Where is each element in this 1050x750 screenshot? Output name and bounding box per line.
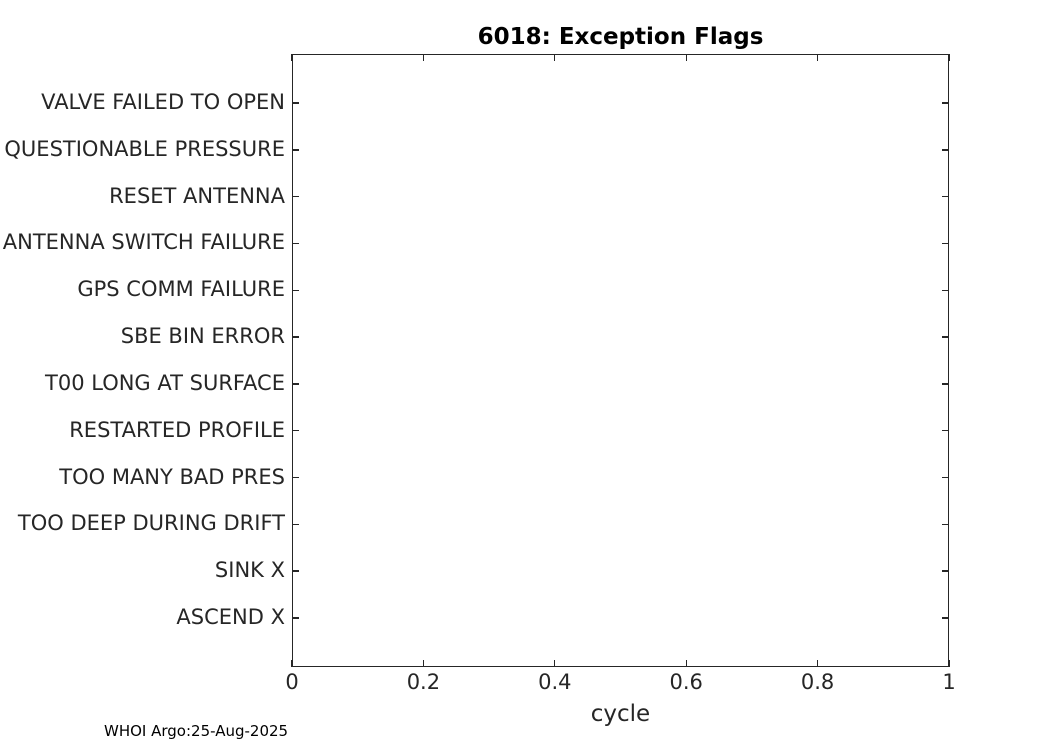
y-tick-mark-left bbox=[292, 570, 299, 572]
y-tick-mark-left bbox=[292, 242, 299, 245]
y-tick-mark-right bbox=[942, 617, 949, 619]
y-tick-label: T00 LONG AT SURFACE bbox=[45, 370, 285, 395]
x-tick-mark-top bbox=[948, 54, 950, 61]
y-tick-label: RESTARTED PROFILE bbox=[69, 417, 285, 442]
y-tick-mark-right bbox=[942, 149, 949, 151]
y-tick-label: RESET ANTENNA bbox=[109, 183, 285, 208]
y-tick-mark-right bbox=[942, 336, 949, 338]
y-tick-mark-right bbox=[942, 289, 949, 291]
x-tick-label: 0.8 bbox=[800, 670, 835, 694]
y-tick-mark-right bbox=[942, 195, 949, 198]
x-tick-mark-bottom bbox=[816, 660, 819, 667]
x-tick-mark-bottom bbox=[554, 660, 556, 667]
y-tick-mark-left bbox=[292, 336, 299, 338]
y-tick-label: SBE BIN ERROR bbox=[120, 324, 285, 349]
y-tick-mark-left bbox=[292, 102, 299, 104]
y-tick-label: QUESTIONABLE PRESSURE bbox=[4, 136, 285, 161]
plot-area bbox=[292, 54, 949, 667]
y-tick-mark-right bbox=[942, 430, 949, 432]
x-tick-mark-top bbox=[554, 54, 556, 61]
y-tick-label: SINK X bbox=[214, 558, 285, 583]
x-tick-mark-bottom bbox=[422, 660, 425, 667]
y-tick-mark-left bbox=[292, 149, 299, 151]
y-tick-mark-right bbox=[942, 523, 949, 526]
x-tick-label: 0.6 bbox=[669, 670, 703, 694]
y-tick-mark-left bbox=[292, 476, 299, 479]
y-tick-mark-left bbox=[292, 195, 299, 198]
footer-credit: WHOI Argo:25-Aug-2025 bbox=[104, 722, 289, 740]
y-tick-label: TOO MANY BAD PRES bbox=[59, 464, 285, 489]
y-tick-label: GPS COMM FAILURE bbox=[77, 277, 285, 302]
x-axis-label: cycle bbox=[590, 701, 651, 727]
x-tick-mark-top bbox=[422, 54, 425, 61]
x-tick-label: 1 bbox=[942, 670, 956, 694]
x-tick-label: 0 bbox=[285, 670, 299, 694]
x-tick-label: 0.2 bbox=[406, 670, 441, 694]
y-tick-mark-right bbox=[942, 570, 949, 572]
x-tick-mark-top bbox=[291, 54, 293, 61]
y-tick-mark-right bbox=[942, 242, 949, 245]
y-tick-mark-left bbox=[292, 289, 299, 291]
y-tick-mark-left bbox=[292, 383, 299, 385]
x-tick-mark-top bbox=[816, 54, 819, 61]
y-tick-label: ASCEND X bbox=[176, 604, 285, 629]
y-tick-mark-left bbox=[292, 617, 299, 619]
chart-title: 6018: Exception Flags bbox=[477, 24, 764, 50]
x-tick-mark-bottom bbox=[685, 660, 687, 667]
y-tick-mark-right bbox=[942, 383, 949, 385]
y-tick-label: ANTENNA SWITCH FAILURE bbox=[2, 230, 285, 255]
x-tick-mark-top bbox=[685, 54, 687, 61]
y-tick-mark-left bbox=[292, 430, 299, 432]
x-tick-mark-bottom bbox=[948, 660, 950, 667]
y-tick-label: VALVE FAILED TO OPEN bbox=[41, 89, 285, 114]
y-tick-mark-left bbox=[292, 523, 299, 526]
y-tick-mark-right bbox=[942, 102, 949, 104]
x-tick-label: 0.4 bbox=[538, 670, 572, 694]
x-tick-mark-bottom bbox=[291, 660, 293, 667]
y-tick-mark-right bbox=[942, 476, 949, 479]
y-tick-label: TOO DEEP DURING DRIFT bbox=[17, 511, 285, 536]
